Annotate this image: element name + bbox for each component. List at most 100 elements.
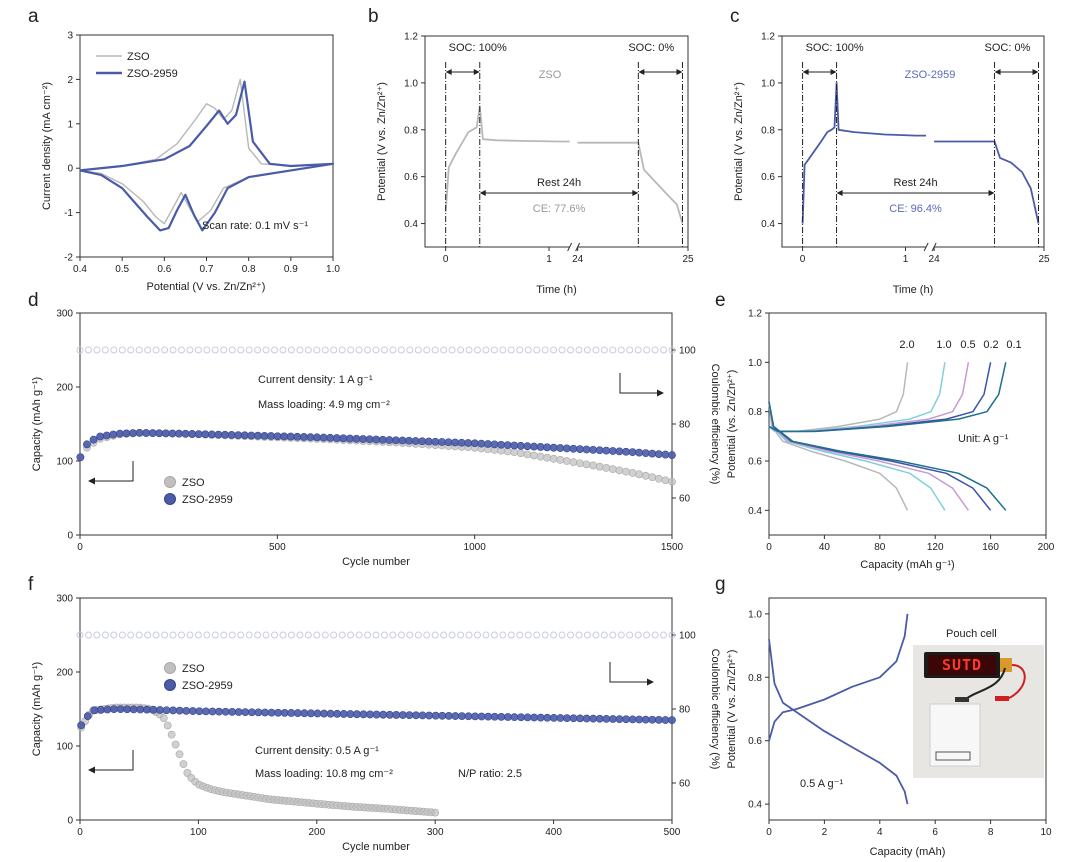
chart-c-arrow-soc0-head [994,69,1001,75]
chart-d-capacity-point-zso-2959 [299,433,308,441]
chart-d-capacity-point-zso-2959 [109,430,118,439]
pouch-cell-body [929,703,981,767]
chart-b-annotation-rest: Rest 24h [537,177,581,189]
chart-f-capacity-point-zso-2959 [641,715,650,724]
chart-d-capacity-point-zso-2959 [516,441,525,450]
chart-d-capacity-point-zso-2959 [313,433,321,442]
chart-d-capacity-point-zso [602,464,611,472]
chart-f-ce-point [423,631,431,639]
chart-f-legend-label: ZSO [182,663,205,675]
chart-f-capacity-point-zso-2959 [293,709,302,717]
chart-f-capacity-point-zso-2959 [398,711,407,719]
chart-f-capacity-point-zso-2959 [261,708,269,717]
chart-f-capacity-point-zso-2959 [234,708,243,716]
chart-d-capacity-point-zso-2959 [392,436,400,445]
chart-d-ce-point [507,346,515,354]
chart-d-capacity-point-zso-2959 [122,429,131,438]
chart-d-ytick-label: 0 [67,531,73,542]
chart-f-ytick-label: 200 [56,668,73,679]
panel-letter-c: c [730,6,740,27]
chart-f-capacity-point-zso-2959 [582,714,591,723]
chart-f-capacity-point-zso-2959 [116,705,125,714]
chart-e-xlabel: Capacity (mAh g⁻¹) [860,559,954,571]
chart-e-rate-label: 0.2 [983,339,998,351]
chart-d-ytick-label: 200 [56,383,73,394]
chart-d-ce-point [499,346,507,354]
chart-a-xtick-label: 0.8 [242,264,256,275]
chart-f-capacity-point-zso-2959 [385,710,394,719]
chart-d-capacity-point-zso [582,460,591,469]
chart-d-ce-point [84,346,92,354]
chart-f-capacity-point-zso-2959 [549,713,558,722]
chart-d-xtick-label: 1500 [661,542,684,553]
chart-g-frame [768,597,1047,821]
chart-f-legend-marker [164,662,176,674]
chart-d-capacity-point-zso-2959 [115,429,124,438]
chart-f-capacity-point-zso-2959 [307,709,315,718]
chart-f-xtick-label: 200 [308,827,325,838]
chart-a-ytick-label: -1 [64,208,73,219]
chart-d-ce-point [186,346,194,354]
chart-f-xlabel: Cycle number [342,841,410,853]
chart-d-ce-point [321,346,329,354]
chart-f-capacity-point-zso-2959 [274,708,283,717]
chart-a-xtick-label: 0.4 [73,264,87,275]
chart-d-capacity-point-zso-2959 [451,438,459,447]
chart-d-capacity-point-zso-2959 [194,430,203,439]
chart-b-arrow-soc0-head [638,69,645,75]
chart-d-capacity-point-zso-2959 [457,438,466,447]
chart-d-capacity-point-zso-2959 [332,434,341,442]
chart-e-series-charge-0.2 [768,362,992,433]
chart-d-capacity-point-zso [648,473,657,482]
chart-d-y2tick-label: 60 [679,494,691,505]
chart-d-arrow-left-axis-head [88,477,95,485]
chart-f-ce-point [161,631,169,639]
chart-f-capacity-point-zso-2959 [346,710,355,718]
chart-d-capacity-point-zso-2959 [267,432,275,440]
chart-f-capacity-point-zso-2959 [77,721,86,730]
chart-f-capacity-point-zso-2959 [471,712,479,721]
chart-d-ce-point [533,346,541,354]
chart-c-ytick-label: 0.4 [761,219,775,230]
chart-d-ce-point [262,346,270,354]
chart-d-ce-point [643,346,651,354]
chart-f-capacity-point-zso-2959 [563,714,571,723]
chart-f-capacity-point-zso [179,760,188,769]
chart-a-legend-label: ZSO-2959 [127,68,178,80]
chart-b-ytick-label: 0.4 [404,219,418,230]
chart-d-capacity-point-zso-2959 [615,447,624,456]
chart-f-ce-point [440,631,448,639]
chart-f-ce-point [643,631,651,639]
chart-g-xtick-label: 0 [766,827,772,838]
chart-d-arrow-right-axis [619,373,660,394]
chart-d-ce-point [355,346,363,354]
chart-f-arrow-left-axis-head [88,766,95,774]
chart-f-capacity-point-zso-2959 [333,709,342,718]
chart-f-ce-point [313,631,321,639]
chart-e-series-discharge-0.1 [768,401,1007,511]
chart-d-capacity-point-zso-2959 [595,446,604,455]
chart-f-capacity-point-zso-2959 [110,705,118,713]
chart-f-capacity-point-zso-2959 [103,705,112,714]
chart-f: 0 100 200 300 400 500 0 100 200 300 60 80 100 ZSO ZSO-… [31,594,721,854]
chart-d-ce-point [313,346,321,354]
chart-d-ce-point [152,346,160,354]
chart-e-xtick-label: 200 [1038,542,1055,553]
chart-d-ce-point [304,346,312,354]
chart-f-ce-point [203,631,211,639]
chart-f-legend-label: ZSO-2959 [182,680,233,692]
chart-g-xtick-label: 2 [822,827,828,838]
chart-f-annotation-current: Current density: 0.5 A g⁻¹ [255,745,379,757]
chart-b-arrow-soc0-head [676,69,683,75]
chart-d-ce-point [110,346,118,354]
chart-f-ce-point [321,631,329,639]
chart-c-annotation-rest: Rest 24h [894,177,938,189]
chart-f-arrow-left-axis [92,750,134,771]
chart-e-ytick-label: 0.6 [748,457,762,468]
panel-letter-b: b [368,6,379,27]
chart-d-capacity-point-zso-2959 [543,443,552,452]
chart-f-ce-point [101,631,109,639]
chart-d-legend-marker [164,493,176,505]
chart-b: 0 1 24 25 0.4 0.6 0.8 1.0 1.2 SOC: 100% SOC: 0% Res… [376,32,694,297]
chart-e: 0 40 80 120 160 200 0.4 0.6 0.8 1.0 1.2 2.0 1.0 0.5 0.… [726,309,1055,572]
